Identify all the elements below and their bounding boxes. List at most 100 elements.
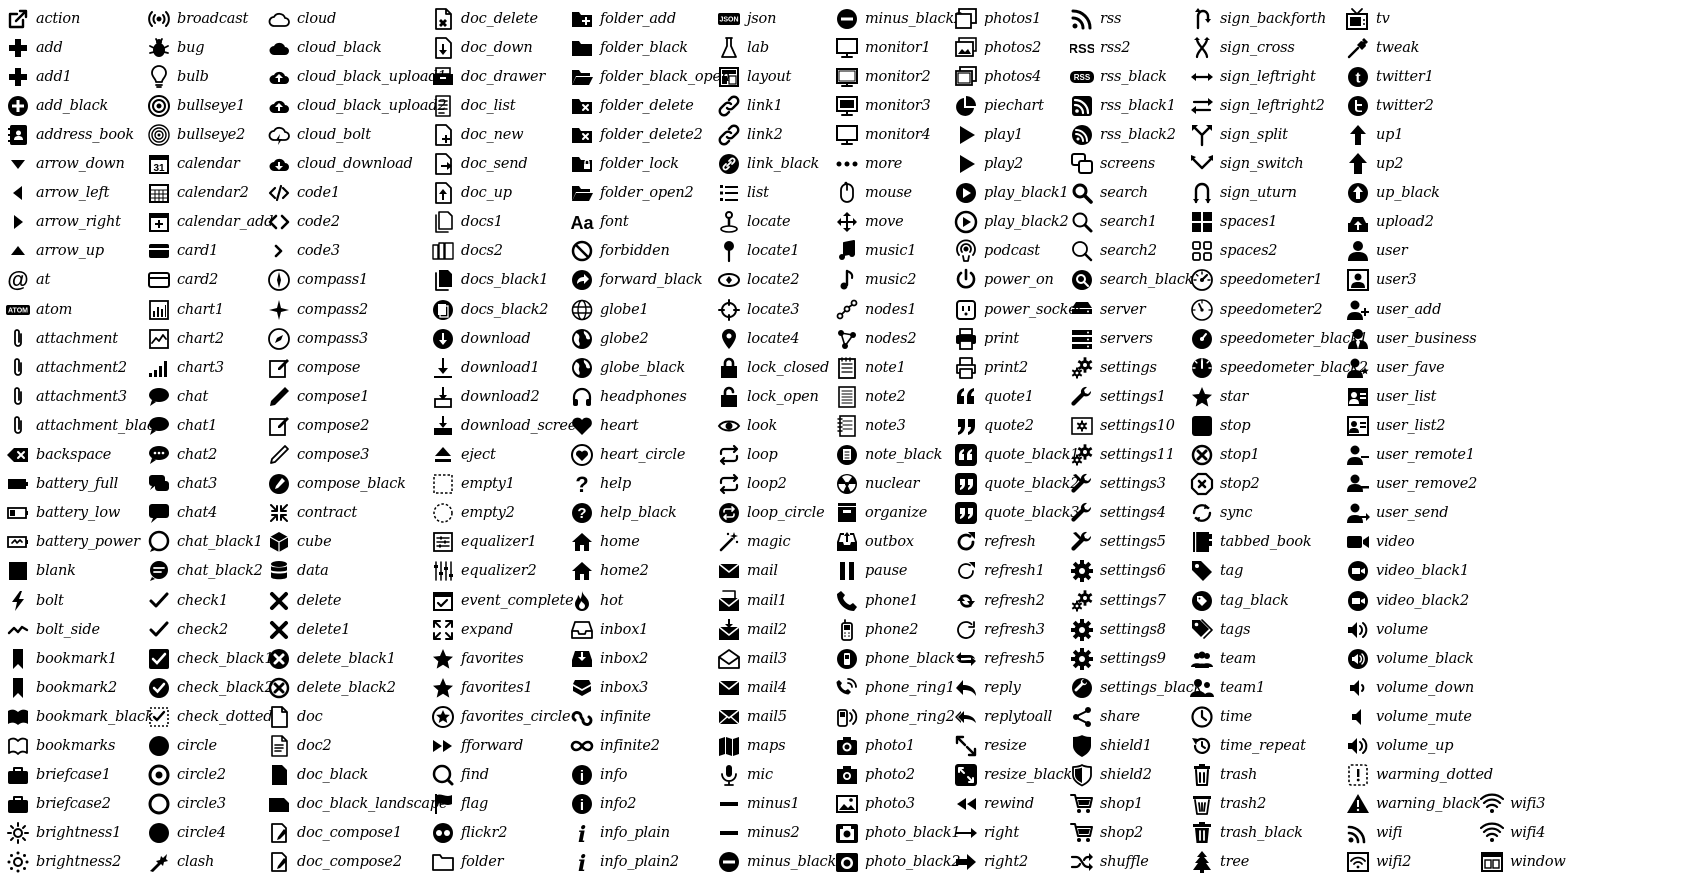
icon-label: locate [747, 214, 791, 231]
icon-label: mouse [865, 185, 912, 202]
icon-label: warning_black [1376, 796, 1481, 813]
icon-label: code1 [297, 185, 340, 202]
icon-label: bug [177, 39, 205, 56]
icon-cell-note1: note1 [829, 353, 906, 382]
refresh2-icon [954, 589, 978, 613]
delete-icon [267, 589, 291, 613]
twitter1-icon: t [1346, 65, 1370, 89]
nodes1-icon [835, 298, 859, 322]
circle3-icon [147, 792, 171, 816]
icon-label: user_list [1376, 388, 1437, 405]
icon-label: stop1 [1220, 447, 1260, 463]
icon-label: monitor2 [865, 68, 931, 85]
icon-label: fforward [461, 738, 524, 754]
icon-cell-shop1: shop1 [1064, 790, 1143, 819]
doc-compose2-icon [267, 850, 291, 874]
icon-label: calendar_add [177, 214, 274, 231]
icon-cell-volume-up: volume_up [1340, 732, 1454, 761]
icon-label: loop_circle [747, 505, 825, 522]
icon-cell-photo1: photo1 [829, 732, 915, 761]
icon-label: phone1 [865, 592, 919, 609]
shield2-icon [1070, 763, 1094, 787]
icon-cell-refresh1: refresh1 [948, 557, 1045, 586]
icon-cell-user-list2: user_list2 [1340, 411, 1446, 440]
icon-label: user_business [1376, 330, 1477, 347]
wifi-icon [1346, 821, 1370, 845]
time-icon [1190, 705, 1214, 729]
icon-label: bookmark1 [36, 650, 118, 667]
briefcase1-icon [6, 763, 30, 787]
icon-label: settings11 [1100, 447, 1175, 463]
sign-cross-icon [1190, 36, 1214, 60]
settings7-icon [1070, 589, 1094, 613]
icon-label: battery_low [36, 505, 121, 522]
icon-label: find [461, 767, 489, 784]
icon-label: delete [297, 592, 342, 609]
icon-cell-compose1: compose1 [261, 382, 369, 411]
tags-icon [1190, 618, 1214, 642]
reply-icon [954, 676, 978, 700]
icon-label: add1 [36, 68, 72, 85]
icon-cell-favorites1: favorites1 [425, 673, 533, 702]
icon-cell-user3: user3 [1340, 266, 1417, 295]
atom-icon: ATOM [6, 298, 30, 322]
icon-label: globe2 [600, 330, 649, 347]
chat-black1-icon [147, 530, 171, 554]
icon-cell-photos1: photos1 [948, 4, 1041, 33]
icon-cell-locate: locate [711, 208, 791, 237]
cloud-black-icon [267, 36, 291, 60]
icon-cell-nodes1: nodes1 [829, 295, 917, 324]
icon-cell-bolt-side: bolt_side [0, 615, 100, 644]
photo2-icon [835, 763, 859, 787]
icon-label: attachment [36, 330, 118, 347]
doc-down-icon [431, 36, 455, 60]
search-icon [1070, 181, 1094, 205]
icon-label: lab [747, 39, 769, 56]
icon-cell-search2: search2 [1064, 237, 1157, 266]
icon-label: video_black1 [1376, 563, 1469, 580]
icon-label: mail [747, 563, 778, 580]
shop2-icon [1070, 821, 1094, 845]
empty1-icon [431, 472, 455, 496]
icon-label: screens [1100, 156, 1156, 172]
icon-cell-bookmarks: bookmarks [0, 732, 115, 761]
delete-black1-icon [267, 647, 291, 671]
icon-cell-chat4: chat4 [141, 499, 217, 528]
icon-label: photos2 [984, 39, 1042, 56]
icon-label: rss2 [1100, 39, 1131, 56]
icon-label: home [600, 534, 640, 551]
icon-label: volume_up [1376, 738, 1454, 754]
icon-label: docs_black2 [461, 301, 549, 318]
phone-black-icon [835, 647, 859, 671]
icon-label: chat3 [177, 476, 218, 493]
icon-cell-delete-black2: delete_black2 [261, 673, 396, 702]
icon-label: chat1 [177, 417, 218, 434]
icon-label: clash [177, 854, 215, 871]
icon-cell-check-black1: check_black1 [141, 644, 274, 673]
icon-label: hot [600, 592, 624, 609]
icon-label: outbox [865, 534, 914, 551]
icon-cell-trash-black: trash_black [1184, 819, 1303, 848]
icon-cell-user-business: user_business [1340, 324, 1477, 353]
icon-cell-address-book: address_book [0, 120, 134, 149]
icon-cell-flickr2: flickr2 [425, 819, 508, 848]
icon-cell-magic: magic [711, 528, 791, 557]
icon-label: blank [36, 563, 76, 580]
check-black1-icon [147, 647, 171, 671]
video-icon [1346, 530, 1370, 554]
icon-label: broadcast [177, 10, 249, 27]
icon-label: doc_black_landscape [297, 796, 448, 813]
warming-dotted-icon [1346, 763, 1370, 787]
arrow-down-icon [6, 152, 30, 176]
user-send-icon [1346, 501, 1370, 525]
icon-cell-refresh3: refresh3 [948, 615, 1045, 644]
icon-cell-settings4: settings4 [1064, 499, 1166, 528]
icon-cell-chart3: chart3 [141, 353, 224, 382]
tweak-icon [1346, 36, 1370, 60]
address-book-icon [6, 123, 30, 147]
icon-cell-lock-closed: lock_closed [711, 353, 829, 382]
icon-cell-folder-delete2: folder_delete2 [564, 120, 703, 149]
icon-label: bolt_side [36, 621, 100, 638]
icon-label: download2 [461, 388, 540, 405]
note2-icon [835, 385, 859, 409]
